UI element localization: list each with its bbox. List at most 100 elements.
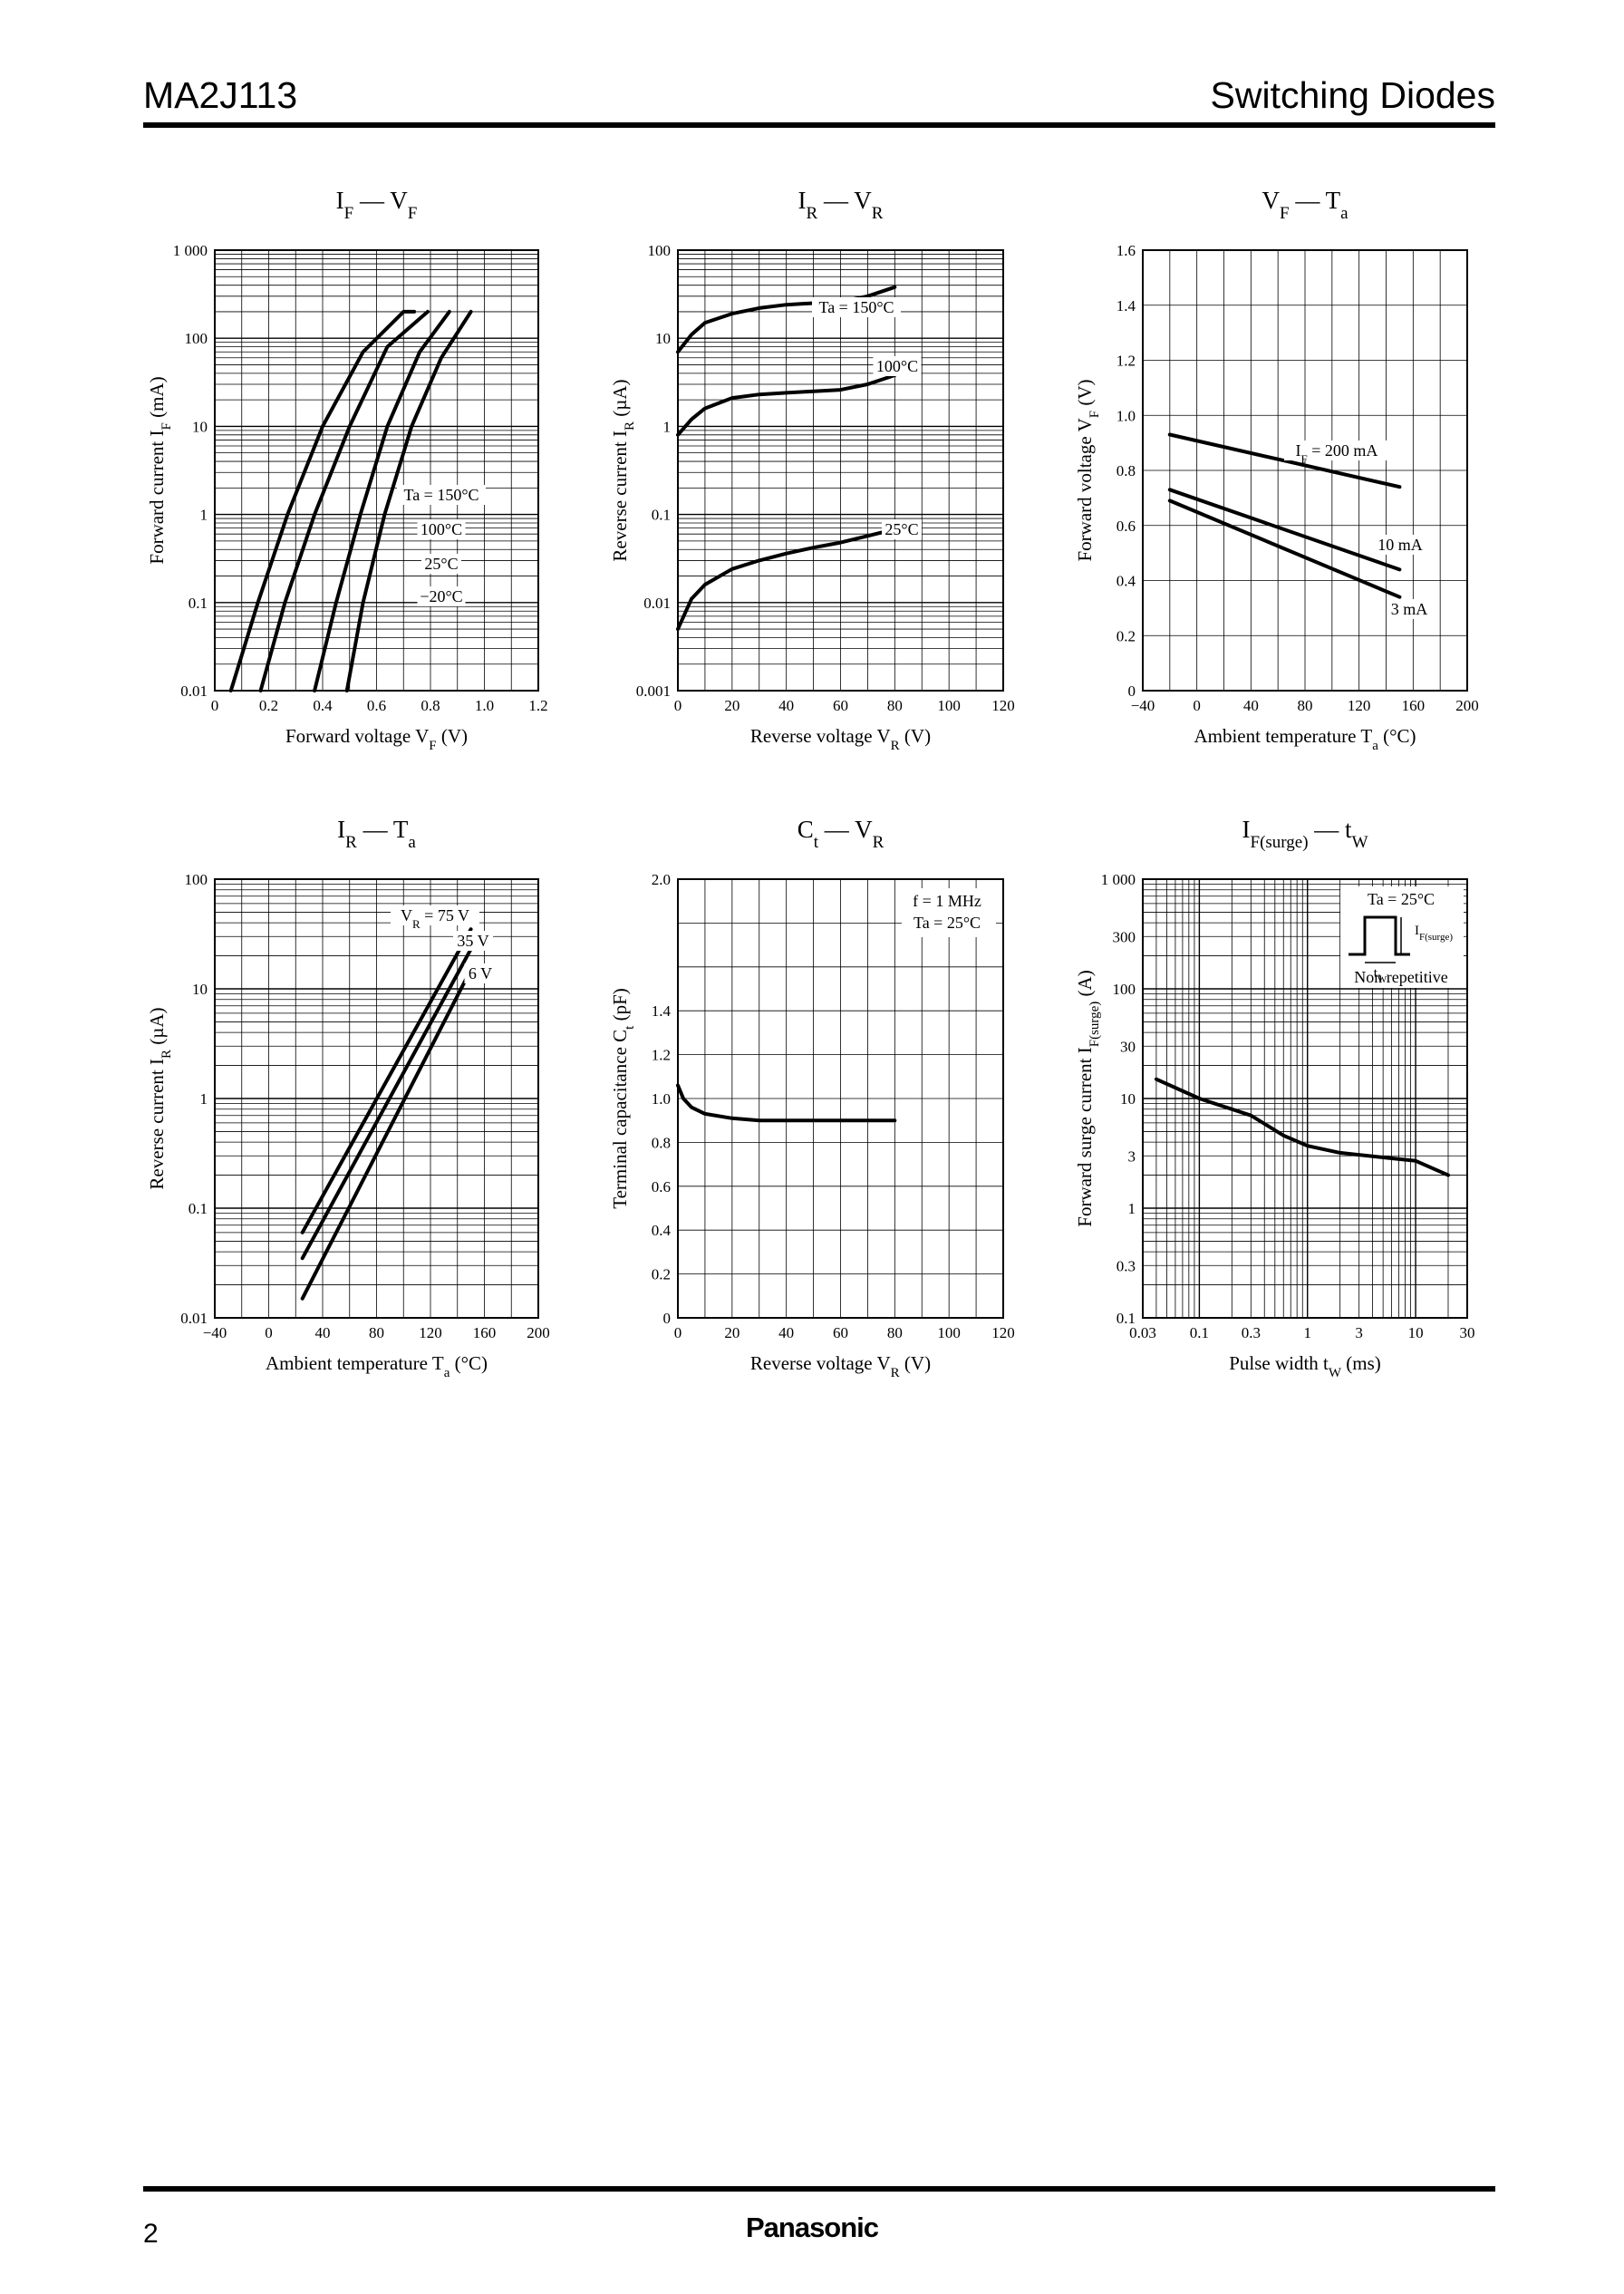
series-line [676,1083,897,1123]
y-tick-label: 10 [1120,1090,1136,1108]
y-tick-label: 1 [200,1090,208,1108]
grid [1143,250,1467,691]
part-number: MA2J113 [143,74,298,116]
annotation-text: f = 1 MHz [913,892,981,910]
x-tick-label: 0.2 [259,697,278,714]
plot-frame [214,249,539,692]
series-label-bg [421,554,461,574]
y-tick-label: 3 [1128,1147,1136,1165]
series-label: 100°C [420,520,462,538]
y-tick-label: 1.0 [1116,407,1136,424]
chart-title: IR — Ta [337,816,416,852]
x-tick-label: 40 [1243,697,1259,714]
y-tick-label: 0.4 [652,1222,672,1239]
grid [215,879,538,1318]
y-tick-label: 0.1 [188,595,208,612]
x-tick-label: 160 [1402,697,1426,714]
series-label-bg [453,931,493,951]
series-line [258,309,430,692]
plot-frame [677,878,1004,1319]
y-tick-label: 0 [663,1310,672,1327]
x-tick-label: 0.3 [1242,1324,1261,1341]
x-axis-label: Ambient temperature Ta (°C) [1194,725,1416,753]
chart-3: −40 0 40 80 120 160 20000.20.40.60.81.01.21.41… [1074,187,1479,753]
y-tick-label: 0.8 [652,1134,671,1151]
y-tick-label: 100 [185,871,208,888]
x-tick-label: 0.6 [367,697,386,714]
y-tick-label: 1 [200,507,208,524]
x-tick-label: 40 [778,697,794,714]
pulse-waveform-icon [1348,915,1410,956]
x-axis-label: Ambient temperature Ta (°C) [266,1352,488,1380]
y-axis-label: Forward voltage VF (V) [1074,379,1102,561]
y-tick-label: 1.2 [1116,353,1136,370]
series-label-bg [464,963,497,983]
x-tick-label: 0 [1193,697,1201,714]
x-axis-label: Pulse width tW (ms) [1229,1352,1381,1380]
chart-5: 0 20 40 60 80 100 120 0 0.2 0.4 0.6 0.8 1.0 1.2 1.4 2.0… [609,816,1015,1380]
footer-rule [143,2186,1495,2192]
chart-title: Ct — VR [798,816,884,852]
x-tick-label: 120 [991,1324,1015,1341]
annotation-bg [1340,886,1464,988]
y-tick-label: 1.2 [652,1047,671,1064]
x-tick-label: 20 [724,697,740,714]
x-tick-label: −40 [1131,697,1155,714]
grid [678,879,1003,1318]
y-tick-label: 1.4 [652,1002,672,1020]
y-tick-label: 0.4 [1116,573,1136,590]
annotation-text: Ta = 25°C [914,914,981,932]
x-tick-label: 200 [1455,697,1479,714]
y-tick-label: 0.8 [1116,462,1136,479]
y-tick-label: 100 [648,242,672,259]
y-tick-label: 100 [1113,981,1136,998]
x-tick-label: 30 [1460,1324,1475,1341]
x-tick-label: 120 [419,1324,442,1341]
y-axis-label: Forward surge current IF(surge) (A) [1074,970,1102,1226]
x-tick-label: 0.4 [313,697,333,714]
x-tick-label: 40 [315,1324,331,1341]
annotation-text: tW [1374,966,1387,985]
plot-frame [214,878,539,1319]
header-rule [143,122,1495,128]
chart-2: 0 20 40 60 80 100 120 0.001 0.01 0.1 1 10 100 IR — VR… [609,187,1015,753]
y-tick-label: 1 [663,418,672,435]
x-tick-label: 0.8 [420,697,440,714]
y-tick-label: 0.001 [636,682,671,700]
chart-title: IR — VR [798,187,884,223]
series-label: 6 V [469,964,492,982]
series-label: 25°C [424,555,458,573]
x-tick-label: 0 [674,1324,682,1341]
series-label-bg [812,297,901,317]
series-line [1167,498,1402,599]
y-tick-label: 0.2 [1116,627,1136,644]
series-label: VR = 75 V [401,906,469,931]
grid [215,250,538,691]
series-label: 10 mA [1378,536,1423,554]
plot-frame [1142,249,1468,692]
x-tick-label: 40 [778,1324,794,1341]
y-tick-label: 10 [655,330,671,347]
chart-1: 0 0.2 0.4 0.6 0.8 1.0 1.2 0.01 0.1 1 10 100 1 000 IF … [146,187,548,753]
x-tick-label: 0.03 [1129,1324,1156,1341]
series-label: 3 mA [1391,600,1428,618]
page-number: 2 [143,2219,159,2249]
chart-title: IF — VF [336,187,418,223]
y-axis-label: Forward current IF (mA) [146,376,174,564]
y-axis-label: Reverse current IR (µA) [609,379,637,561]
series-label: −20°C [420,587,462,605]
series-line [228,309,417,692]
series-label: IF = 200 mA [1296,441,1378,466]
series-label: Ta = 150°C [403,486,478,504]
x-tick-label: 120 [1348,697,1371,714]
y-tick-label: 0 [1128,682,1136,700]
y-tick-label: 0.01 [643,595,671,612]
series-line [676,527,897,632]
x-tick-label: 160 [473,1324,497,1341]
grid [678,250,1003,691]
x-tick-label: 1 [1303,1324,1311,1341]
y-tick-label: 1 [1128,1200,1136,1217]
series-label-bg [417,519,466,539]
y-tick-label: 300 [1113,928,1136,945]
